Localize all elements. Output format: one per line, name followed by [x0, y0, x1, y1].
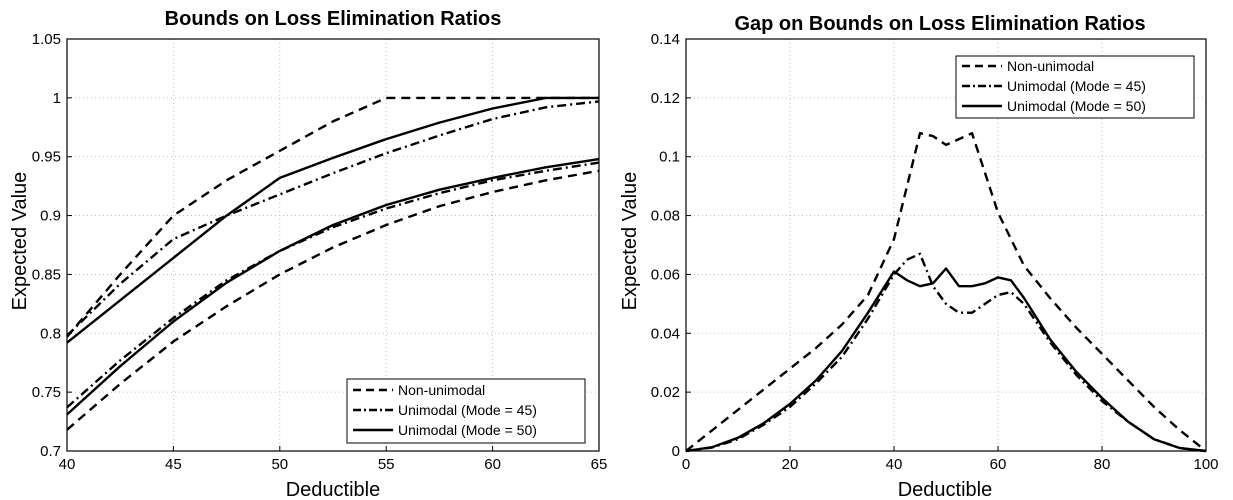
- left-ytick-label: 0.8: [40, 325, 61, 342]
- left-xtick-label: 60: [484, 456, 501, 473]
- right-legend-label-mode-45: Unimodal (Mode = 45): [1007, 78, 1146, 94]
- left-series-line-dashed: [66, 96, 599, 338]
- right-ytick-label: 0.04: [651, 325, 680, 342]
- left-xtick-label: 50: [271, 456, 288, 473]
- left-series-line-dashdot: [66, 100, 600, 337]
- left-ytick-label: 0.75: [32, 384, 61, 401]
- left-chart-lines: [66, 96, 600, 431]
- left-series-line-solid: [66, 96, 599, 344]
- right-ytick-label: 0.1: [659, 149, 680, 166]
- left-chart-legend: Non-unimodal Unimodal (Mode = 45) Unimod…: [346, 378, 586, 444]
- left-legend-label-mode-50: Unimodal (Mode = 50): [398, 422, 537, 438]
- right-chart-legend: Non-unimodal Unimodal (Mode = 45) Unimod…: [955, 55, 1195, 119]
- left-xtick-label: 55: [378, 456, 395, 473]
- left-ytick-label: 1: [53, 90, 61, 107]
- left-series-line-solid: [66, 157, 600, 416]
- right-chart-title: Gap on Bounds on Loss Elimination Ratios: [734, 13, 1145, 35]
- left-chart: Bounds on Loss Elimination Ratios Deduct…: [9, 8, 607, 500]
- left-ytick-label: 0.7: [40, 443, 61, 460]
- right-series-line-solid: [685, 267, 1207, 453]
- right-legend-label-non-unimodal: Non-unimodal: [1007, 58, 1094, 74]
- right-ytick-label: 0.08: [651, 208, 680, 225]
- left-ytick-label: 1.05: [32, 31, 61, 48]
- right-ytick-label: 0.14: [651, 31, 680, 48]
- left-ytick-label: 0.9: [40, 208, 61, 225]
- right-ytick-label: 0.02: [651, 384, 680, 401]
- right-legend-label-mode-50: Unimodal (Mode = 50): [1007, 98, 1146, 114]
- right-chart: Gap on Bounds on Loss Elimination Ratios…: [619, 13, 1219, 500]
- right-xtick-label: 20: [782, 456, 799, 473]
- right-ytick-label: 0.12: [651, 90, 680, 107]
- left-series-line-dashdot: [66, 161, 600, 409]
- left-ytick-label: 0.95: [32, 149, 61, 166]
- left-xtick-label: 45: [165, 456, 182, 473]
- right-xtick-label: 100: [1193, 456, 1218, 473]
- left-xtick-label: 40: [59, 456, 76, 473]
- right-series-line-dashed: [685, 131, 1207, 452]
- left-chart-frame: [66, 38, 600, 452]
- left-chart-ylabel: Expected Value: [9, 172, 31, 311]
- right-ytick-label: 0: [672, 443, 680, 460]
- right-xtick-label: 0: [682, 456, 690, 473]
- left-legend-label-mode-45: Unimodal (Mode = 45): [398, 402, 537, 418]
- right-chart-lines: [685, 131, 1207, 453]
- right-chart-xlabel: Deductible: [898, 479, 993, 500]
- right-chart-frame: [685, 38, 1207, 452]
- right-ytick-label: 0.06: [651, 266, 680, 283]
- left-ytick-label: 0.85: [32, 266, 61, 283]
- left-chart-ticks: 40 45 50 55 60 65 0.7 0.75 0.8 0.85 0.9 0.95 1 1.05: [32, 31, 608, 473]
- right-xtick-label: 60: [990, 456, 1007, 473]
- right-xtick-label: 40: [886, 456, 903, 473]
- right-chart-ticks: 0 20 40 60 80 100 0 0.02 0.04 0.06 0.08 0.1 0.12 0.14: [651, 31, 1219, 473]
- right-series-line-dashdot: [685, 252, 1207, 453]
- left-legend-label-non-unimodal: Non-unimodal: [398, 382, 485, 398]
- left-series-line-dashed: [66, 169, 600, 431]
- right-xtick-label: 80: [1094, 456, 1111, 473]
- left-xtick-label: 65: [591, 456, 608, 473]
- left-chart-title: Bounds on Loss Elimination Ratios: [165, 8, 502, 30]
- left-chart-xlabel: Deductible: [286, 479, 381, 500]
- right-chart-ylabel: Expected Value: [619, 172, 641, 311]
